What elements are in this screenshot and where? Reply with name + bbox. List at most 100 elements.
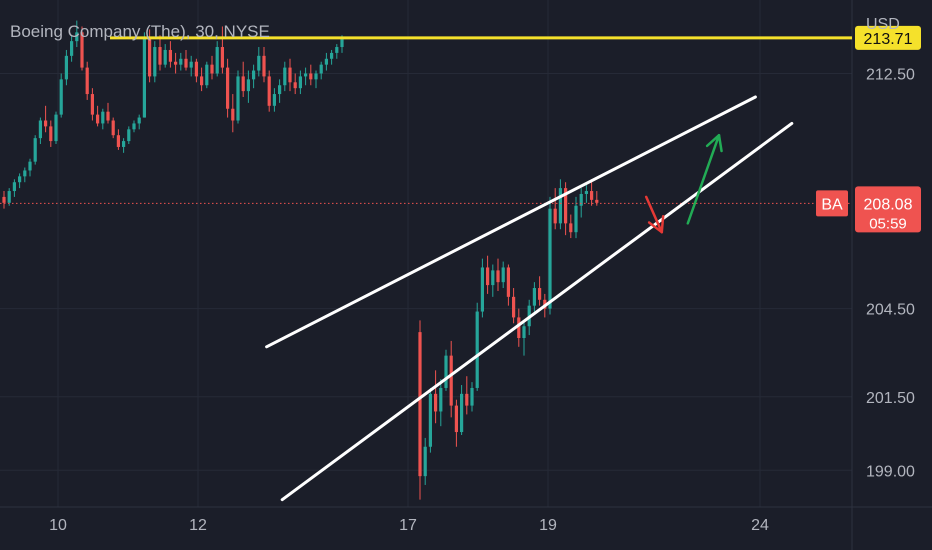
candle-up — [215, 47, 219, 74]
candle-up — [12, 182, 16, 192]
arrow-up-head — [705, 133, 723, 153]
candle-down — [449, 355, 453, 406]
candle-down — [553, 208, 557, 224]
arrow-down-head — [647, 214, 665, 234]
candle-up — [283, 67, 287, 86]
candle-down — [106, 111, 110, 121]
candle-up — [574, 205, 578, 233]
candle-down — [210, 64, 214, 74]
candle-down — [2, 196, 6, 203]
candle-down — [309, 73, 313, 80]
candle-up — [257, 55, 261, 71]
currency-label: USD — [866, 16, 900, 33]
candle-up — [558, 188, 562, 224]
candle-up — [444, 355, 448, 388]
candle-down — [595, 199, 599, 203]
candle-down — [158, 47, 162, 65]
candle-up — [122, 141, 126, 147]
x-tick-label: 24 — [751, 517, 769, 534]
candle-up — [142, 38, 146, 118]
y-tick-label: 199.00 — [866, 463, 915, 480]
candle-down — [293, 82, 297, 89]
candle-down — [168, 49, 172, 62]
x-tick-label: 17 — [399, 517, 417, 534]
candle-up — [579, 193, 583, 206]
candle-down — [174, 61, 178, 65]
x-tick-label: 12 — [189, 517, 207, 534]
candle-down — [49, 126, 53, 142]
channel-upper-line[interactable] — [265, 95, 757, 349]
candle-up — [475, 311, 479, 388]
candle-down — [241, 76, 245, 92]
candle-up — [236, 76, 240, 121]
candle-up — [522, 326, 526, 338]
channel-lower-line[interactable] — [280, 121, 794, 502]
arrow-up-shaft — [686, 133, 721, 225]
chart-title: Boeing Company (The), 30, NYSE — [10, 22, 270, 41]
candle-up — [38, 120, 42, 139]
candle-up — [137, 117, 141, 124]
last-price-tag — [855, 186, 921, 233]
candle-down — [200, 76, 204, 86]
candle-down — [465, 393, 469, 406]
resistance-price-label: 213.71 — [864, 31, 913, 48]
candle-up — [18, 176, 22, 183]
candle-up — [75, 32, 79, 42]
candle-down — [517, 317, 521, 338]
symbol-badge — [816, 190, 848, 217]
candle-down — [267, 76, 271, 106]
x-tick-label: 19 — [539, 517, 557, 534]
y-tick-label: 201.50 — [866, 390, 915, 407]
candle-down — [85, 67, 89, 95]
candle-up — [132, 123, 136, 130]
candle-down — [148, 38, 152, 77]
candle-down — [44, 120, 48, 127]
candle-up — [324, 58, 328, 65]
candle-up — [7, 191, 11, 203]
arrow-down-shaft — [644, 195, 664, 234]
candle-down — [486, 267, 490, 286]
candle-down — [496, 270, 500, 283]
candle-up — [278, 85, 282, 95]
candle-up — [153, 47, 157, 77]
candle-up — [480, 267, 484, 312]
candle-down — [512, 296, 516, 318]
candle-up — [179, 58, 183, 65]
candle-up — [491, 270, 495, 286]
candle-down — [90, 94, 94, 115]
y-tick-label: 204.50 — [866, 302, 915, 319]
candle-up — [501, 267, 505, 283]
candle-down — [569, 223, 573, 233]
candle-down — [184, 58, 188, 68]
resistance-price-tag — [855, 25, 921, 50]
candle-up — [330, 52, 334, 59]
bar-countdown-label: 05:59 — [869, 215, 907, 232]
candle-up — [548, 208, 552, 309]
candle-down — [590, 191, 594, 200]
candle-up — [340, 38, 344, 48]
candle-down — [434, 393, 438, 412]
candle-up — [70, 41, 74, 56]
candle-up — [246, 79, 250, 92]
candle-down — [454, 405, 458, 433]
candle-down — [220, 47, 224, 68]
candle-up — [54, 114, 58, 142]
candle-down — [262, 55, 266, 77]
candle-up — [460, 393, 464, 433]
candle-up — [532, 288, 536, 306]
candle-up — [28, 161, 32, 171]
candle-down — [564, 188, 568, 224]
candle-up — [252, 70, 256, 80]
candle-up — [314, 73, 318, 80]
candle-down — [96, 114, 100, 124]
candle-up — [33, 138, 37, 162]
candle-down — [80, 32, 84, 68]
candle-up — [439, 387, 443, 412]
candle-down — [288, 67, 292, 83]
symbol-badge-label: BA — [821, 196, 843, 213]
candle-up — [335, 47, 339, 53]
candle-up — [298, 76, 302, 89]
